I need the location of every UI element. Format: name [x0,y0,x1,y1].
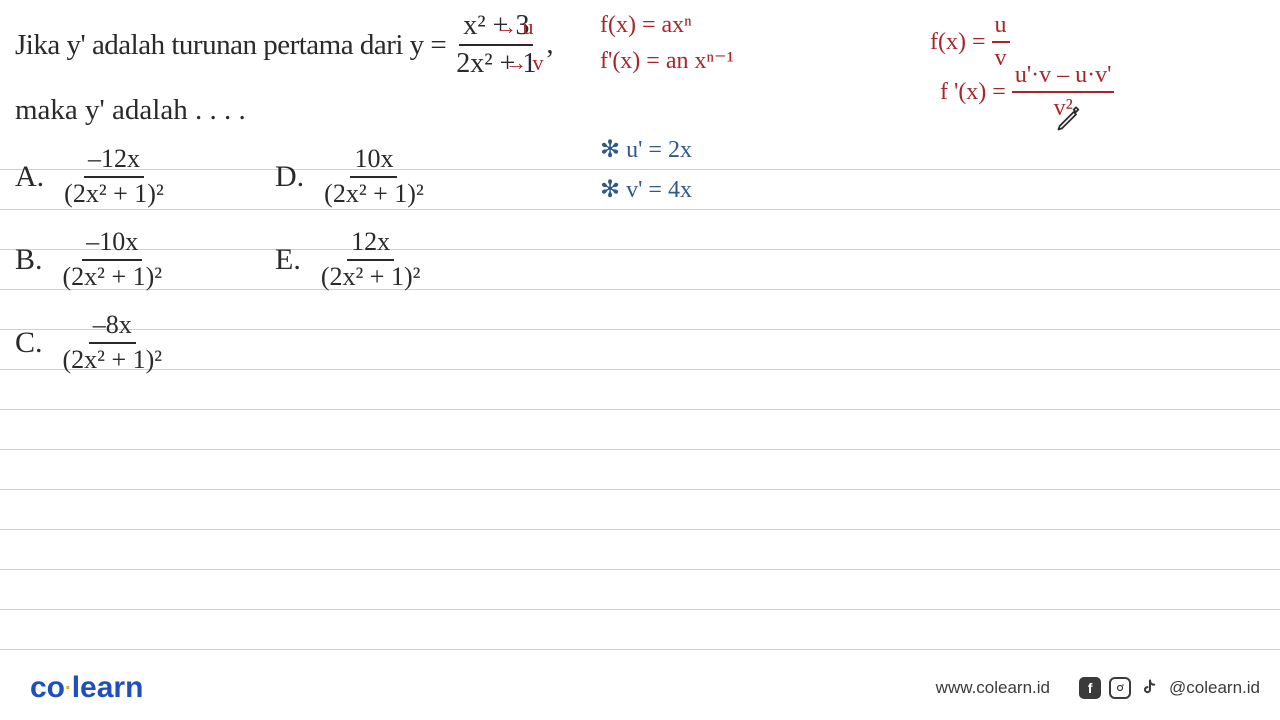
social-handle: @colearn.id [1169,678,1260,698]
option-e-fraction: 12x (2x² + 1)² [317,228,425,291]
option-d-label: D. [275,160,304,194]
pencil-icon [1055,105,1083,133]
option-a-label: A. [15,160,44,194]
option-c: C. –8x (2x² + 1)² [15,311,275,374]
option-b-label: B. [15,243,43,277]
option-c-label: C. [15,326,43,360]
u-prime-annotation: ✻ u' = 2x [600,135,692,164]
power-rule-fx: f(x) = axⁿ [600,10,692,41]
arrow-u-annotation: → u [495,14,534,40]
v-prime-annotation: ✻ v' = 4x [600,175,692,204]
option-c-fraction: –8x (2x² + 1)² [59,311,167,374]
option-a: A. –12x (2x² + 1)² [15,145,275,208]
problem-intro-text: Jika y' adalah turunan pertama dari y = [15,29,446,62]
social-links: f @colearn.id [1079,677,1260,699]
option-b: B. –10x (2x² + 1)² [15,228,275,291]
instagram-icon [1109,677,1131,699]
answer-options: A. –12x (2x² + 1)² D. 10x (2x² + 1)² B. … [15,145,575,375]
problem-statement: Jika y' adalah turunan pertama dari y = … [15,10,575,80]
option-a-fraction: –12x (2x² + 1)² [60,145,168,208]
facebook-icon: f [1079,677,1101,699]
option-d: D. 10x (2x² + 1)² [275,145,535,208]
power-rule-fpx: f'(x) = an xⁿ⁻¹ [600,46,734,77]
quotient-fpx: f '(x) = u'·v – u·v' v² [940,60,1114,124]
option-d-fraction: 10x (2x² + 1)² [320,145,428,208]
trailing-comma: , [546,29,553,61]
logo-learn: learn [72,671,144,704]
option-e-label: E. [275,243,301,277]
tiktok-icon [1139,677,1161,699]
website-url: www.colearn.id [936,678,1050,698]
option-b-fraction: –10x (2x² + 1)² [59,228,167,291]
logo-co: co [30,671,65,704]
brand-logo: co·learn [30,671,143,705]
option-e: E. 12x (2x² + 1)² [275,228,535,291]
problem-question: maka y' adalah . . . . [15,94,575,127]
footer: co·learn www.colearn.id f @colearn.id [0,668,1280,708]
problem-area: Jika y' adalah turunan pertama dari y = … [15,10,575,375]
logo-dot-icon: · [65,678,72,700]
arrow-v-annotation: → v [505,50,544,76]
